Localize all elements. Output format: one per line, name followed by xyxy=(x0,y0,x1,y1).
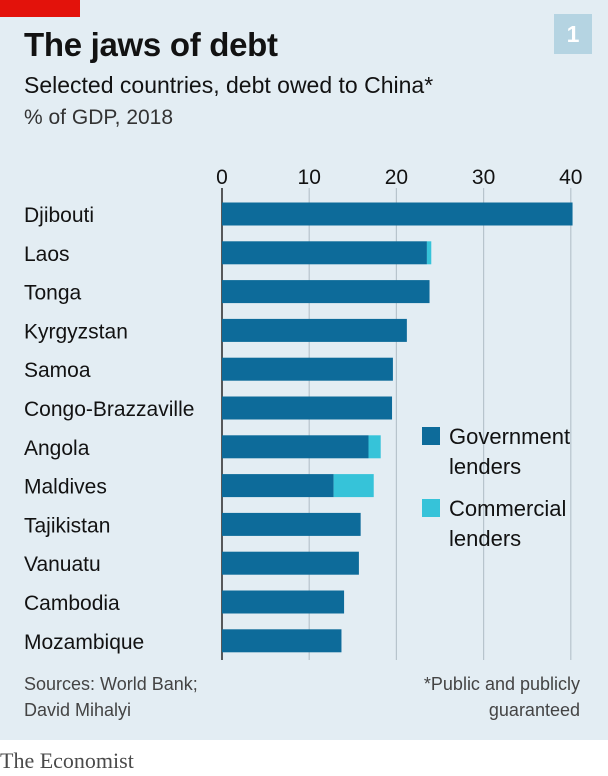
bar-government xyxy=(222,435,369,459)
category-label: Congo-Brazzaville xyxy=(24,398,194,421)
brand-red-tag xyxy=(0,0,80,17)
category-label: Djibouti xyxy=(24,204,94,227)
category-label: Mozambique xyxy=(24,631,144,654)
bar-government xyxy=(222,202,573,226)
footnote: *Public and publicly guaranteed xyxy=(423,674,580,720)
legend-label: lenders xyxy=(449,454,521,479)
bar-chart: 0 10 20 30 40 Djibouti Laos Tonga Kyrgyzstan Samo… xyxy=(24,166,582,660)
category-label: Angola xyxy=(24,437,90,460)
legend-label: Government xyxy=(449,424,570,449)
category-label: Cambodia xyxy=(24,592,120,615)
category-label: Kyrgyzstan xyxy=(24,320,128,343)
legend-swatch-government xyxy=(422,427,440,445)
bar-government xyxy=(222,474,334,498)
chart-subtitle: Selected countries, debt owed to China* xyxy=(24,72,434,98)
bar-government xyxy=(222,241,427,265)
bar-commercial xyxy=(426,241,432,265)
category-label: Laos xyxy=(24,243,70,266)
bar-government xyxy=(222,629,342,653)
legend-label: Commercial xyxy=(449,496,566,521)
category-label: Tajikistan xyxy=(24,514,110,537)
x-tick-label: 20 xyxy=(385,166,408,189)
category-label: Vanuatu xyxy=(24,553,101,576)
legend-label: lenders xyxy=(449,526,521,551)
category-label: Samoa xyxy=(24,359,91,382)
category-label: Maldives xyxy=(24,476,107,499)
bar-government xyxy=(222,590,345,614)
source-note: Sources: World Bank; David Mihalyi xyxy=(24,674,198,720)
x-tick-label: 40 xyxy=(559,166,582,189)
bar-government xyxy=(222,318,407,342)
x-tick-label: 0 xyxy=(216,166,228,189)
chart-title: The jaws of debt xyxy=(24,26,278,63)
bar-government xyxy=(222,280,430,304)
x-tick-label: 30 xyxy=(472,166,495,189)
legend-swatch-commercial xyxy=(422,499,440,517)
bar-government xyxy=(222,396,393,420)
chart-number-badge: 1 xyxy=(554,14,592,54)
publisher-brand: The Economist xyxy=(0,748,134,773)
bar-commercial xyxy=(333,474,374,498)
bar-government xyxy=(222,357,393,381)
x-tick-label: 10 xyxy=(298,166,321,189)
bar-commercial xyxy=(368,435,381,459)
bar-government xyxy=(222,512,361,536)
chart-unit-label: % of GDP, 2018 xyxy=(24,106,174,129)
category-label: Tonga xyxy=(24,282,82,305)
bar-government xyxy=(222,551,359,575)
